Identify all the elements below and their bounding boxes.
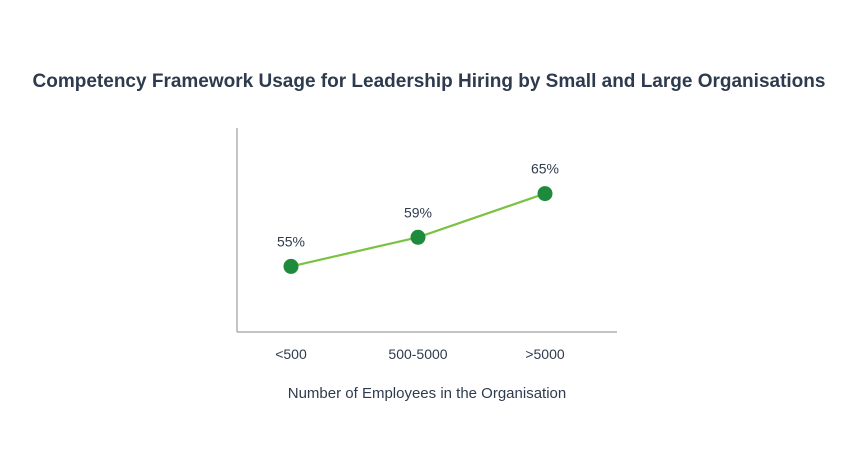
x-tick-labels: <500 500-5000 >5000: [275, 346, 565, 362]
series-layer: 55% 59% 65%: [277, 161, 559, 274]
data-label-2: 59%: [404, 204, 432, 220]
data-label-1: 55%: [277, 233, 305, 249]
data-point-1: [283, 258, 299, 274]
data-point-2: [410, 229, 426, 245]
chart-title: Competency Framework Usage for Leadershi…: [33, 71, 826, 92]
data-point-3: [537, 186, 553, 202]
x-tick-label-3: >5000: [525, 346, 565, 362]
data-label-3: 65%: [531, 161, 559, 177]
x-tick-label-2: 500-5000: [388, 346, 447, 362]
x-axis-label: Number of Employees in the Organisation: [288, 385, 566, 402]
x-tick-label-1: <500: [275, 346, 307, 362]
